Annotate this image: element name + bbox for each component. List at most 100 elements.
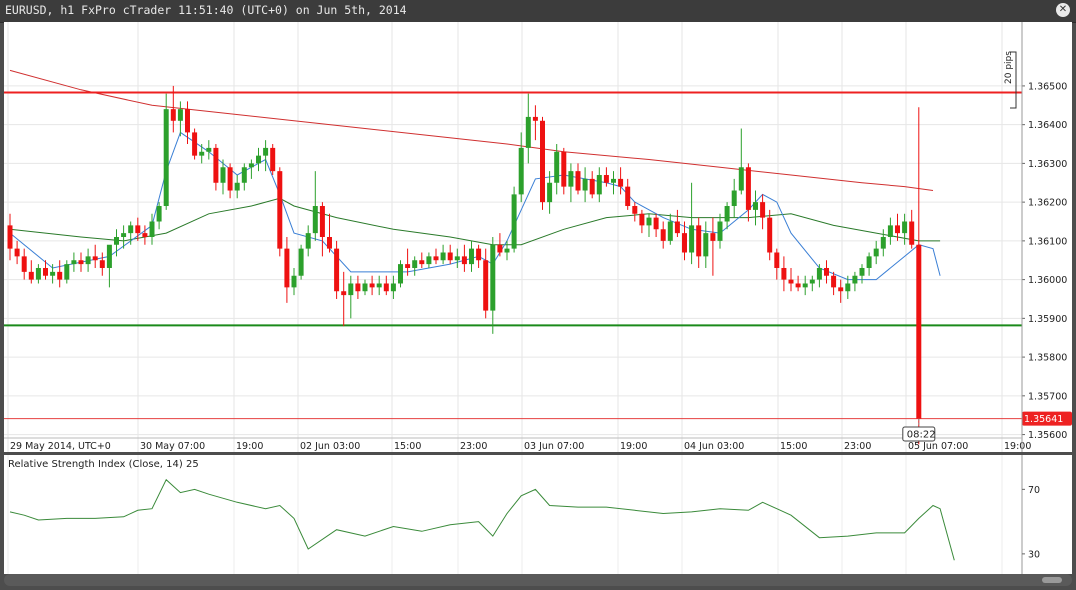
candle-body xyxy=(873,248,879,257)
time-marker-badge xyxy=(902,426,936,442)
x-tick-label: 15:00 xyxy=(394,441,421,452)
y-tick-label: 1.36300 xyxy=(1028,159,1067,170)
candle-body xyxy=(177,109,183,121)
close-icon[interactable]: ✕ xyxy=(1056,3,1070,17)
candle-body xyxy=(561,151,567,187)
candle-body xyxy=(859,267,865,276)
candle-body xyxy=(405,264,411,268)
candle-body xyxy=(383,283,389,292)
candle-body xyxy=(312,206,318,234)
title-bar: EURUSD, h1 FxPro cTrader 11:51:40 (UTC+0… xyxy=(0,0,1076,23)
x-tick-label: 30 May 07:00 xyxy=(140,441,205,452)
candle-body xyxy=(454,256,460,261)
x-tick-label: 04 Jun 03:00 xyxy=(684,441,744,452)
candle-body xyxy=(319,206,325,237)
candle-body xyxy=(298,248,304,276)
candle-body xyxy=(788,279,794,284)
candle-body xyxy=(142,233,148,237)
candle-body xyxy=(28,271,34,280)
y-tick-label: 1.36500 xyxy=(1028,81,1067,92)
price-chart[interactable]: 1.36500 1.36400 1.36300 1.36200 1.36100 1.360… xyxy=(0,22,1076,574)
candle-body xyxy=(348,283,354,296)
candle-body xyxy=(114,237,119,245)
candle-body xyxy=(838,287,844,292)
candle-body xyxy=(880,237,886,249)
candle-body xyxy=(540,120,545,203)
candle-body xyxy=(92,256,98,261)
candle-body xyxy=(575,171,581,191)
candle-body xyxy=(206,147,212,152)
candle-body xyxy=(355,283,361,292)
candle-body xyxy=(469,248,474,265)
candle-body xyxy=(362,283,368,292)
candle-body xyxy=(64,264,70,280)
candle-body xyxy=(895,225,900,234)
candle-body xyxy=(121,233,127,237)
candle-body xyxy=(909,221,915,245)
candle-body xyxy=(738,167,744,191)
candle-body xyxy=(14,248,20,257)
candle-body xyxy=(753,202,758,210)
x-tick-label: 19:00 xyxy=(620,441,647,452)
candle-body xyxy=(376,283,382,288)
candle-body xyxy=(149,221,155,237)
candle-body xyxy=(35,267,41,280)
candle-body xyxy=(653,217,659,230)
candle-body xyxy=(21,256,27,272)
candle-body xyxy=(43,267,48,276)
candle-body xyxy=(568,171,574,187)
x-tick-label: 19:00 xyxy=(236,441,263,452)
candle-body xyxy=(731,190,737,207)
candle-body xyxy=(866,256,872,268)
candle-body xyxy=(341,291,347,296)
y-tick-label: 1.35900 xyxy=(1028,314,1067,325)
candle-body xyxy=(263,147,269,156)
candle-body xyxy=(816,267,822,280)
candle-body xyxy=(902,221,908,234)
candle-body xyxy=(554,151,560,183)
candle-body xyxy=(795,283,801,288)
current-price-badge xyxy=(1022,411,1072,426)
candle-body xyxy=(852,275,858,284)
candle-body xyxy=(248,163,254,168)
candle-body xyxy=(603,175,609,183)
candle-body xyxy=(831,275,837,288)
axes: 1.36500 1.36400 1.36300 1.36200 1.36100 1.360… xyxy=(4,22,1067,574)
y-tick-label: 1.35800 xyxy=(1028,353,1067,364)
horizontal-scrollbar[interactable] xyxy=(4,574,1072,586)
candle-body xyxy=(504,248,510,253)
candle-body xyxy=(724,206,730,222)
x-tick-label: 23:00 xyxy=(460,441,487,452)
candle-body xyxy=(696,225,702,257)
candle-body xyxy=(85,256,91,265)
candlesticks xyxy=(7,85,922,445)
candle-body xyxy=(135,225,141,234)
candle-body xyxy=(745,167,751,210)
pips-bracket xyxy=(1010,51,1017,109)
candle-body xyxy=(703,233,709,257)
candle-body xyxy=(369,283,375,288)
candle-body xyxy=(327,237,332,249)
candle-body xyxy=(7,225,13,249)
candle-body xyxy=(185,109,190,133)
x-tick-label: 05 Jun 07:00 xyxy=(908,441,968,452)
candle-body xyxy=(717,221,723,241)
candle-body xyxy=(532,116,538,121)
candle-body xyxy=(305,233,311,249)
candle-body xyxy=(291,275,297,288)
candle-body xyxy=(674,221,680,234)
rsi-label: Relative Strength Index (Close, 14) 25 xyxy=(8,459,199,470)
y-tick-label: 1.36000 xyxy=(1028,275,1067,286)
rsi-line xyxy=(9,478,955,561)
scroll-thumb[interactable] xyxy=(1042,577,1062,583)
pips-label: 20 pips xyxy=(1004,51,1014,84)
candle-body xyxy=(781,267,787,280)
candle-body xyxy=(256,155,261,164)
candle-body xyxy=(511,194,517,249)
candle-body xyxy=(547,182,553,203)
candle-body xyxy=(490,244,496,311)
candle-body xyxy=(618,178,624,187)
candle-body xyxy=(589,178,595,195)
candle-body xyxy=(241,167,247,183)
